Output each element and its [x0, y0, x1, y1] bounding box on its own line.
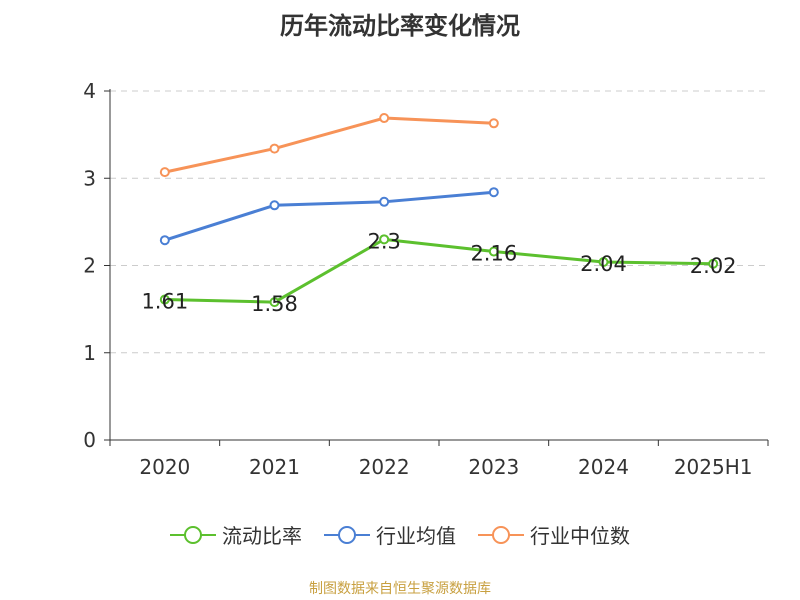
- x-tick-label: 2025H1: [674, 455, 753, 479]
- data-point: [159, 167, 170, 178]
- legend-label-industry-median: 行业中位数: [530, 524, 630, 548]
- series-line-2: [164, 116, 494, 174]
- grid-lines: [110, 90, 768, 354]
- series-line-1: [164, 190, 494, 242]
- x-tick-label: 2024: [578, 455, 629, 479]
- data-label: 2.16: [470, 242, 517, 266]
- axes: 0 1 2 3 4 2020 2021 2022 2023 2024 2025H1: [83, 79, 769, 479]
- x-tick-label: 2021: [249, 455, 300, 479]
- y-tick-label: 1: [83, 341, 96, 365]
- legend-item-current-ratio[interactable]: 流动比率: [170, 520, 302, 549]
- data-point: [488, 187, 499, 198]
- data-label: 2.04: [580, 252, 627, 276]
- data-point: [379, 196, 390, 207]
- legend-item-industry-mean[interactable]: 行业均值: [324, 520, 456, 549]
- legend-swatch-current-ratio-icon: [170, 525, 216, 544]
- chart-title: 历年流动比率变化情况: [280, 12, 520, 40]
- legend-item-industry-median[interactable]: 行业中位数: [478, 520, 630, 549]
- data-point: [269, 297, 280, 308]
- y-tick-label: 0: [83, 428, 96, 452]
- data-point: [379, 113, 390, 124]
- data-label: 2.3: [367, 229, 400, 253]
- legend-label-current-ratio: 流动比率: [222, 524, 302, 548]
- data-point: [598, 257, 609, 268]
- data-labels: 1.61 1.58 2.3 2.16 2.04 2.02: [141, 229, 736, 316]
- data-point: [379, 234, 390, 245]
- data-point: [159, 235, 170, 246]
- y-tick-label: 2: [83, 254, 96, 278]
- data-label: 2.02: [690, 254, 737, 278]
- source-note: 制图数据来自恒生聚源数据库: [309, 581, 491, 597]
- data-point: [488, 118, 499, 129]
- y-tick-label: 4: [83, 79, 96, 103]
- series-line-0: [164, 237, 714, 304]
- series-group: [159, 113, 719, 308]
- x-tick-label: 2023: [468, 455, 519, 479]
- data-label: 1.61: [141, 290, 188, 314]
- data-point: [269, 200, 280, 211]
- data-point: [488, 246, 499, 257]
- legend-label-industry-mean: 行业均值: [376, 524, 456, 548]
- data-point: [708, 258, 719, 269]
- data-label: 1.58: [251, 292, 298, 316]
- data-point: [269, 143, 280, 154]
- legend: 流动比率 行业均值 行业中位数: [0, 520, 800, 549]
- x-tick-label: 2020: [139, 455, 190, 479]
- y-tick-label: 3: [83, 166, 96, 190]
- data-point: [159, 294, 170, 305]
- legend-swatch-industry-mean-icon: [324, 525, 370, 544]
- x-tick-label: 2022: [359, 455, 410, 479]
- legend-swatch-industry-median-icon: [478, 525, 524, 544]
